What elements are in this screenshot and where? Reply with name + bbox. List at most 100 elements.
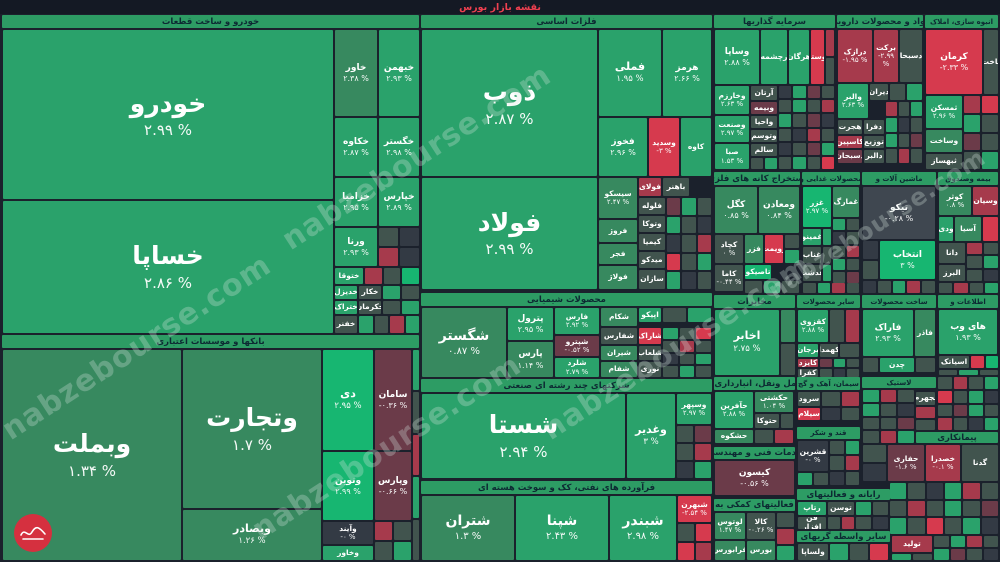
mosaic-tile[interactable] [983, 256, 998, 268]
mosaic-tile[interactable] [383, 286, 400, 299]
mosaic-tile[interactable] [971, 356, 984, 368]
mosaic-tile[interactable] [880, 417, 897, 430]
stock-tile[interactable]: کالا -۰.۲۶ % [747, 513, 775, 539]
mosaic-tile[interactable] [983, 536, 998, 547]
stock-tile[interactable]: وبیمه [751, 102, 777, 114]
mosaic-tile[interactable] [830, 471, 844, 485]
stock-tile[interactable]: فولاژ [599, 266, 637, 289]
mosaic-tile[interactable] [926, 483, 943, 499]
stock-tile[interactable]: هرگان [789, 30, 809, 84]
mosaic-tile[interactable] [755, 430, 773, 443]
mosaic-tile[interactable] [845, 310, 859, 342]
mosaic-tile[interactable] [833, 232, 845, 244]
stock-tile[interactable]: وساپا ۲.۸۸ % [715, 30, 759, 84]
mosaic-tile[interactable] [863, 358, 878, 372]
mosaic-tile[interactable] [822, 408, 840, 420]
mosaic-tile[interactable] [880, 390, 897, 402]
mosaic-tile[interactable] [969, 404, 983, 417]
mosaic-tile[interactable] [765, 158, 777, 169]
mosaic-tile[interactable] [697, 216, 711, 234]
mosaic-tile[interactable] [934, 536, 949, 547]
stock-tile[interactable]: ثمسکن ۲.۹۶ % [926, 96, 962, 128]
stock-tile[interactable]: شپترو -۰.۵۲ % [555, 336, 599, 356]
mosaic-tile[interactable] [969, 377, 983, 389]
mosaic-tile[interactable] [833, 245, 845, 257]
stock-tile[interactable]: والبر ۲.۶۳ % [838, 84, 868, 118]
stock-tile[interactable]: سازان [639, 270, 665, 289]
stock-tile[interactable]: شیران [601, 346, 637, 360]
mosaic-tile[interactable] [886, 133, 897, 148]
mosaic-tile[interactable] [383, 268, 401, 284]
stock-tile[interactable]: ختراک [335, 301, 357, 314]
stock-tile[interactable]: گدنا [962, 445, 998, 481]
mosaic-tile[interactable] [779, 142, 792, 155]
mosaic-tile[interactable] [379, 248, 398, 266]
mosaic-tile[interactable] [981, 500, 998, 517]
mosaic-tile[interactable] [846, 283, 859, 293]
mosaic-tile[interactable] [898, 133, 910, 148]
mosaic-tile[interactable] [696, 353, 711, 365]
mosaic-tile[interactable] [793, 86, 806, 99]
mosaic-tile[interactable] [413, 392, 419, 433]
mosaic-tile[interactable] [402, 286, 419, 299]
mosaic-tile[interactable] [847, 232, 859, 244]
mosaic-tile[interactable] [413, 477, 419, 518]
mosaic-tile[interactable] [967, 256, 982, 268]
mosaic-tile[interactable] [696, 340, 711, 352]
mosaic-tile[interactable] [793, 114, 806, 127]
mosaic-tile[interactable] [822, 392, 840, 406]
stock-tile[interactable]: غدشت [803, 265, 821, 281]
stock-tile[interactable]: البرز [939, 265, 965, 281]
stock-tile[interactable]: وتوکا [639, 216, 665, 232]
stock-tile[interactable]: خزامیا ۲.۹۵ % [335, 178, 377, 226]
mosaic-tile[interactable] [814, 473, 828, 485]
mosaic-tile[interactable] [781, 343, 795, 375]
stock-tile[interactable]: برکت -۲.۹۹ % [874, 30, 898, 82]
mosaic-tile[interactable] [820, 359, 832, 367]
mosaic-tile[interactable] [841, 408, 859, 420]
mosaic-tile[interactable] [841, 392, 859, 406]
mosaic-tile[interactable] [696, 366, 711, 377]
stock-tile[interactable]: حآفرین ۲.۸۸ % [715, 392, 753, 428]
mosaic-tile[interactable] [847, 359, 859, 367]
mosaic-tile[interactable] [856, 516, 871, 529]
mosaic-tile[interactable] [964, 133, 980, 151]
mosaic-tile[interactable] [400, 228, 419, 246]
mosaic-tile[interactable] [821, 100, 834, 113]
mosaic-tile[interactable] [695, 524, 711, 541]
mosaic-tile[interactable] [826, 58, 834, 84]
mosaic-tile[interactable] [763, 281, 781, 293]
stock-tile[interactable]: کاوه [681, 118, 711, 176]
mosaic-tile[interactable] [375, 542, 392, 560]
stock-tile[interactable]: کرمان -۲.۳۳ % [926, 30, 982, 94]
mosaic-tile[interactable] [945, 518, 962, 534]
mosaic-tile[interactable] [983, 549, 998, 560]
stock-tile[interactable]: فروژ [599, 220, 637, 242]
stock-tile[interactable]: کگل ۰.۸۵ % [715, 187, 757, 233]
mosaic-tile[interactable] [939, 370, 958, 375]
stock-tile[interactable]: ثبهساز [926, 154, 962, 169]
mosaic-tile[interactable] [926, 518, 943, 534]
mosaic-tile[interactable] [697, 198, 711, 215]
mosaic-tile[interactable] [677, 444, 693, 460]
stock-tile[interactable]: ونوین ۲.۹۹ % [323, 452, 373, 520]
stock-tile[interactable]: فلوله [639, 198, 665, 214]
stock-tile[interactable]: خکاوه ۲.۸۷ % [335, 118, 377, 176]
mosaic-tile[interactable] [984, 390, 998, 403]
stock-tile[interactable]: توزیع [864, 136, 884, 148]
mosaic-tile[interactable] [830, 456, 844, 470]
mosaic-tile[interactable] [777, 529, 794, 544]
stock-tile[interactable]: خبهمن ۲.۹۳ % [379, 30, 419, 116]
mosaic-tile[interactable] [682, 216, 696, 234]
stock-tile[interactable]: دی ۲.۹۵ % [323, 350, 373, 450]
mosaic-tile[interactable] [413, 350, 419, 391]
mosaic-tile[interactable] [663, 308, 686, 322]
mosaic-tile[interactable] [892, 554, 911, 560]
mosaic-tile[interactable] [413, 519, 419, 560]
mosaic-tile[interactable] [886, 117, 897, 132]
mosaic-tile[interactable] [964, 96, 980, 113]
mosaic-tile[interactable] [682, 235, 696, 252]
mosaic-tile[interactable] [365, 268, 382, 284]
stock-tile[interactable]: وتجارت ۱.۷ % [183, 350, 321, 508]
mosaic-tile[interactable] [863, 464, 886, 481]
